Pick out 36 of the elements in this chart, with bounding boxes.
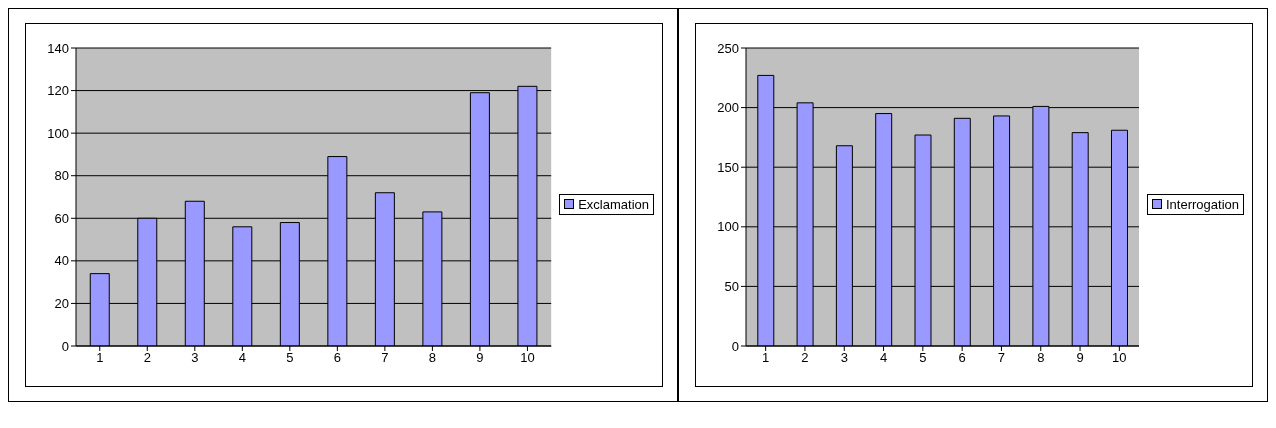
x-tick-label: 8 (428, 350, 437, 366)
y-tick-label: 0 (61, 338, 69, 354)
x-tick-label: 3 (840, 350, 848, 366)
legend-label: Interrogation (1166, 196, 1239, 212)
y-tick-label: 100 (47, 125, 69, 141)
x-tick-label: 2 (143, 350, 151, 366)
y-tick-label: 140 (47, 40, 69, 56)
x-tick-label: 6 (958, 350, 966, 366)
x-tick-label: 7 (381, 350, 389, 366)
y-tick-label: 250 (717, 40, 739, 56)
y-tick-label: 100 (717, 219, 739, 235)
x-tick-label: 9 (476, 350, 484, 366)
x-tick-label: 1 (96, 350, 104, 366)
x-tick-label: 9 (1076, 350, 1084, 366)
y-tick-label: 60 (54, 210, 69, 226)
y-tick-label: 120 (47, 83, 69, 99)
x-tick-label: 6 (333, 350, 341, 366)
y-tick-label: 0 (731, 338, 739, 354)
x-tick-label: 3 (191, 350, 199, 366)
x-tick-label: 5 (286, 350, 294, 366)
x-tick-label: 4 (879, 350, 888, 366)
x-tick-label: 5 (919, 350, 927, 366)
x-tick-label: 7 (997, 350, 1006, 366)
x-tick-label: 4 (238, 350, 246, 366)
x-tick-label: 1 (762, 350, 770, 366)
x-tick-label: 8 (1037, 350, 1045, 366)
y-tick-label: 150 (717, 159, 739, 175)
y-tick-label: 50 (724, 279, 739, 295)
y-tick-label: 40 (54, 253, 69, 269)
x-tick-label: 2 (801, 350, 809, 366)
x-tick-label: 10 (1112, 350, 1127, 366)
legend-label: Exclamation (578, 196, 649, 212)
y-tick-label: 20 (54, 296, 69, 312)
x-tick-label: 10 (520, 350, 535, 366)
y-tick-label: 80 (54, 168, 69, 184)
y-tick-label: 200 (717, 100, 739, 116)
